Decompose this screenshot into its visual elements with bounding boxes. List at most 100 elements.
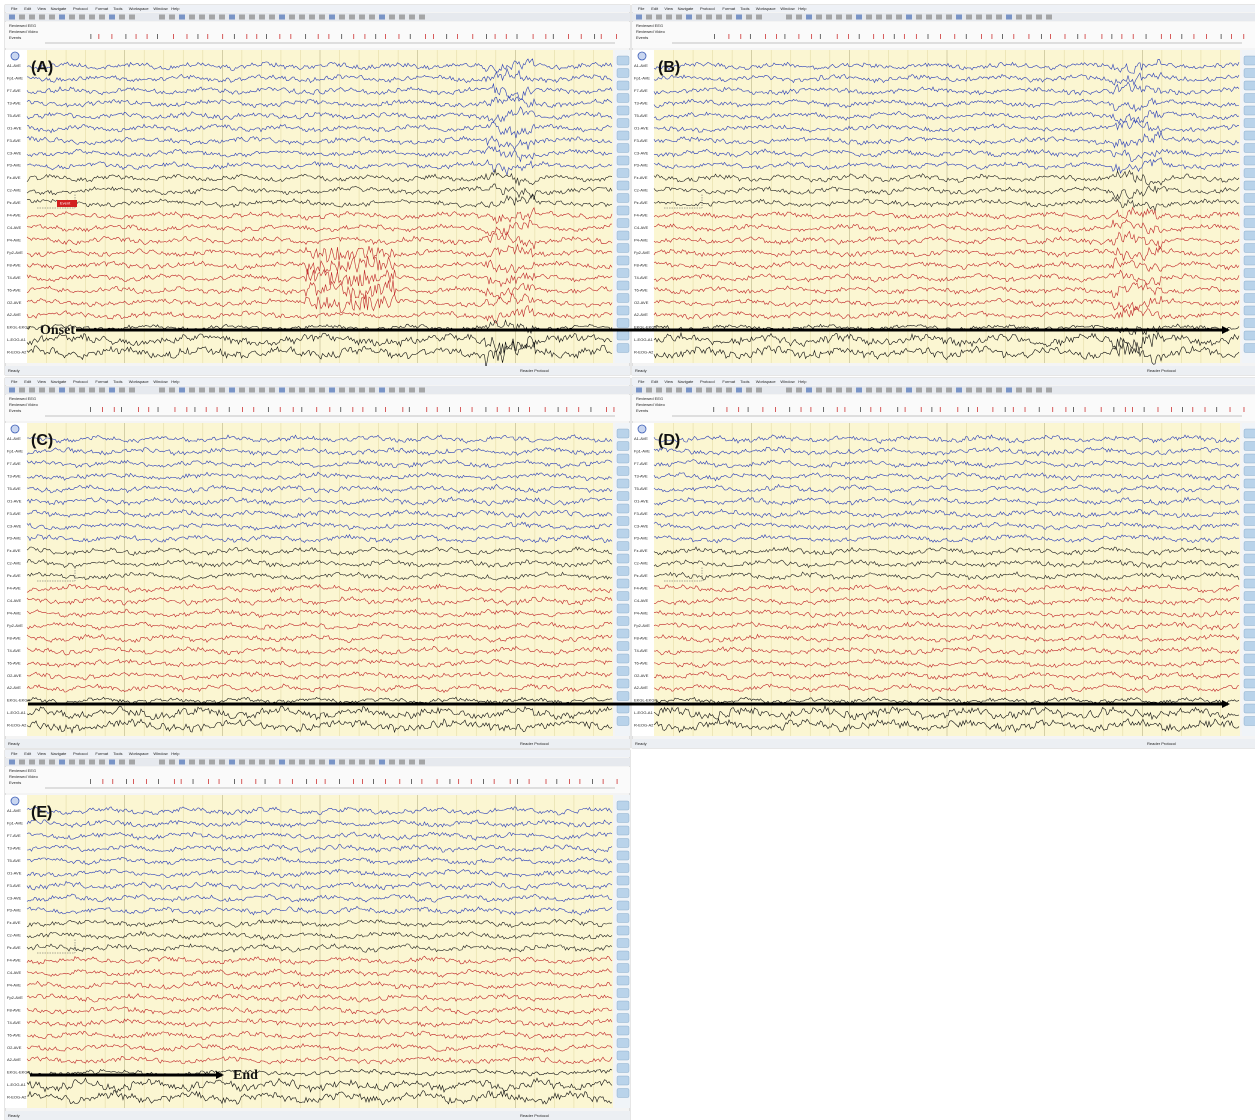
tool-icon [129,387,135,393]
eeg-trace [653,696,1240,705]
eeg-trace [27,843,613,854]
channel-button [1243,691,1255,701]
channel-button [616,180,630,191]
panel-label: (B) [658,59,680,76]
tool-icon [239,759,245,765]
eeg-trace [653,97,1239,113]
eeg-trace [653,185,1240,200]
eeg-trace [27,856,613,866]
eeg-trace [26,293,613,313]
channel-label: O1-AVE [7,125,22,130]
tool-icon [1046,387,1052,393]
toolbar [5,386,630,394]
status-ready: Ready [8,741,20,746]
channel-label: P3-AVE [634,163,648,168]
channel-label: P3-AVE [7,163,21,168]
menu-item: Format [95,6,109,11]
tool-icon [99,14,105,20]
tool-icon [259,387,265,393]
menu-item: Tools [740,379,749,384]
channel-label: Fp1-AVE [7,76,23,81]
tool-icon [29,387,35,393]
channel-button [616,255,630,266]
eeg-trace [26,268,613,288]
menu-item: Tools [113,379,122,384]
channel-button [1243,193,1255,203]
tool-icon [816,387,822,393]
tool-icon [676,387,682,393]
tool-icon [796,14,802,20]
eeg-trace [26,280,613,300]
channel-label: Fp2-AVE [7,995,23,1000]
tool-icon [289,14,295,20]
tool-icon [319,759,325,765]
channel-label: F3-AVE [7,883,21,888]
timeline [632,22,1255,48]
channel-label: F7-AVE [7,461,21,466]
menu-item: Navigate [678,6,695,11]
channel-label: T4-AVE [634,275,648,280]
tool-icon [9,14,15,20]
eeg-trace [26,1089,613,1106]
channel-button [616,330,630,341]
tool-icon [676,14,682,20]
menu-item: Edit [24,751,32,756]
tool-icon [826,14,832,20]
channel-button [616,305,630,316]
channel-button [616,293,630,303]
channel-label: P4-AVE [7,610,21,615]
eeg-trace [26,993,613,1003]
tool-icon [89,759,95,765]
channel-button [616,716,630,726]
channel-button [1243,603,1255,614]
channel-button [616,616,630,626]
tool-icon [369,759,375,765]
channel-button [616,55,630,66]
channel-button [616,691,630,701]
menu-item: Help [798,6,807,11]
status-ready: Ready [8,1113,20,1118]
eeg-trace [653,157,1240,174]
timeline-label: Events [636,408,648,413]
channel-label: T4-AVE [634,648,648,653]
channel-button [616,578,630,589]
channel-label: A1-AVE [7,808,21,813]
tool-icon [836,387,842,393]
tool-icon [69,14,75,20]
channel-button [616,441,630,451]
channel-button [616,938,630,948]
status-protocol: Reader Protocol [520,368,549,373]
label-column [5,50,27,363]
eeg-trace [26,633,613,643]
tool-icon [229,387,235,393]
eeg-window: File Edit View Navigate Protocol Format Tools W… [4,749,631,1120]
channel-button [1243,666,1255,676]
eeg-trace [26,183,613,200]
tool-icon [279,387,285,393]
channel-button [616,863,630,873]
channel-label: T6-AVE [7,660,21,665]
tool-icon [726,14,732,20]
tool-icon [19,759,25,765]
tool-icon [856,14,862,20]
eeg-trace [26,583,613,594]
tool-icon [846,387,852,393]
channel-label: A2-AVE [7,1057,21,1062]
tool-icon [389,387,395,393]
channel-button [616,118,630,128]
tool-icon [159,387,165,393]
eeg-trace [653,110,1240,125]
channel-label: O2-AVE [634,300,649,305]
status-ready: Ready [635,741,647,746]
channel-label: Cz-AVE [634,188,648,193]
tool-icon [339,14,345,20]
tool-icon [409,759,415,765]
channel-label: Fp1-AVE [634,76,650,81]
channel-button [1243,528,1255,539]
channel-button [616,875,630,886]
eeg-trace [26,893,613,903]
eeg-trace [653,571,1240,581]
menu-bar [5,378,630,385]
tool-icon [219,14,225,20]
